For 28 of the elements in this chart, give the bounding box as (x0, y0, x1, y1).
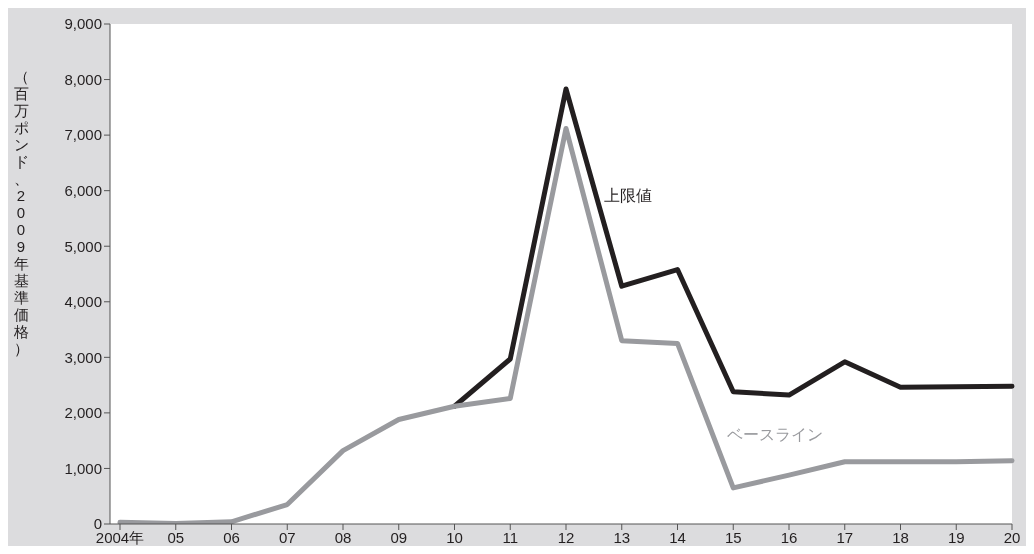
series-label: ベースライン (727, 425, 824, 443)
x-tick-label: 16 (780, 528, 798, 546)
y-tick-label: 3,000 (64, 348, 102, 366)
x-tick-label: 07 (278, 528, 296, 546)
x-tick-label: 09 (390, 528, 408, 546)
x-tick-label: 13 (613, 528, 631, 546)
x-tick-label: 17 (836, 528, 854, 546)
y-tick-label: 9,000 (64, 15, 102, 33)
y-axis-title: （百万ポンド、2009年基準価格） (12, 68, 30, 357)
y-tick-label: 4,000 (64, 293, 102, 311)
x-tick-label: 20 (1003, 528, 1021, 546)
x-tick-label: 11 (502, 528, 519, 546)
y-tick-label: 2,000 (64, 404, 102, 422)
x-tick-label: 05 (167, 528, 185, 546)
x-tick-label: 14 (669, 528, 686, 546)
x-tick-label: 08 (334, 528, 352, 546)
y-tick-label: 8,000 (64, 70, 102, 88)
x-tick-label: 06 (223, 528, 240, 546)
y-tick-label: 5,000 (64, 237, 102, 255)
y-tick-label: 1,000 (64, 459, 102, 477)
y-tick-label: 7,000 (64, 126, 102, 144)
x-tick-label: 10 (446, 528, 463, 546)
x-tick-label: 12 (557, 528, 575, 546)
x-tick-label: 18 (892, 528, 909, 546)
x-tick-label: 19 (947, 528, 965, 546)
series-label: 上限値 (604, 187, 652, 204)
x-tick-label: 15 (724, 528, 742, 546)
y-tick-label: 6,000 (64, 181, 102, 199)
